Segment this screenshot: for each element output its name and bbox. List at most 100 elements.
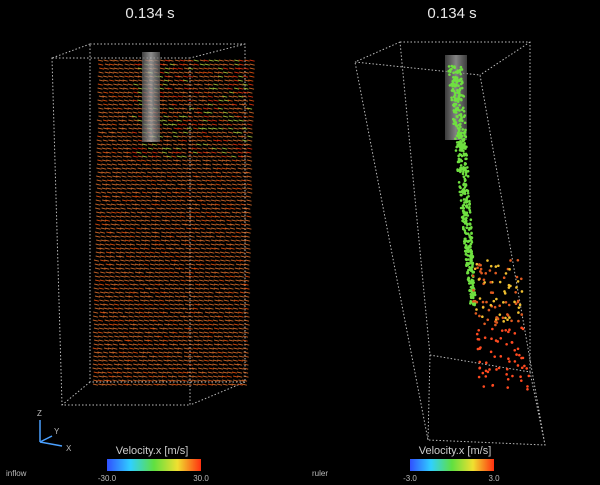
vector bbox=[183, 343, 189, 346]
vector bbox=[198, 99, 204, 102]
vector bbox=[229, 275, 235, 278]
vector bbox=[241, 195, 247, 198]
vector bbox=[175, 231, 181, 234]
vector bbox=[172, 343, 179, 346]
vector bbox=[227, 367, 233, 370]
vector bbox=[176, 203, 182, 206]
particle bbox=[502, 276, 506, 280]
vector bbox=[135, 207, 141, 210]
vector bbox=[163, 95, 169, 98]
vector bbox=[107, 343, 113, 346]
vector bbox=[93, 335, 99, 338]
vector bbox=[238, 335, 244, 338]
vector bbox=[186, 203, 192, 206]
vector bbox=[213, 331, 219, 334]
vector bbox=[136, 211, 142, 214]
vector bbox=[228, 327, 234, 330]
vector bbox=[117, 311, 124, 314]
vector bbox=[187, 327, 193, 330]
vector bbox=[131, 179, 137, 182]
vector bbox=[204, 243, 211, 246]
particle bbox=[520, 379, 523, 382]
vector bbox=[229, 271, 235, 274]
vector bbox=[220, 187, 227, 190]
particle bbox=[460, 93, 463, 97]
vector bbox=[101, 131, 107, 134]
vector bbox=[168, 351, 174, 354]
vector bbox=[135, 251, 141, 254]
vector bbox=[232, 103, 238, 106]
vector bbox=[108, 91, 115, 94]
vector bbox=[108, 87, 114, 90]
vector bbox=[178, 107, 184, 110]
vector bbox=[153, 375, 159, 378]
vector bbox=[149, 271, 155, 274]
vector bbox=[230, 239, 236, 242]
particle bbox=[458, 103, 461, 107]
vector bbox=[182, 123, 188, 126]
vector bbox=[120, 259, 126, 262]
vector bbox=[217, 107, 223, 110]
vector bbox=[176, 171, 182, 174]
vector bbox=[164, 299, 171, 302]
vector bbox=[234, 319, 240, 322]
vector bbox=[132, 151, 138, 154]
vector bbox=[242, 103, 248, 106]
particle bbox=[449, 68, 452, 72]
vector bbox=[103, 103, 109, 106]
panel-right: 0.134 s Velocity.x [m/s] -3.0 3.0 ruler bbox=[312, 5, 546, 483]
vector bbox=[194, 283, 201, 286]
vector bbox=[228, 339, 235, 342]
vector bbox=[172, 67, 179, 70]
vector bbox=[95, 235, 101, 238]
vector bbox=[95, 243, 101, 246]
vector bbox=[207, 383, 213, 386]
vector bbox=[129, 311, 135, 314]
vector bbox=[152, 379, 158, 382]
vector bbox=[177, 347, 183, 350]
vector bbox=[242, 371, 249, 374]
vector bbox=[133, 307, 140, 310]
vector bbox=[97, 371, 103, 374]
vector bbox=[112, 379, 118, 382]
vector bbox=[127, 379, 133, 382]
particle bbox=[459, 158, 462, 161]
vector bbox=[227, 359, 233, 362]
particle bbox=[452, 89, 456, 93]
vector bbox=[112, 95, 118, 98]
vector bbox=[127, 107, 133, 110]
vector bbox=[248, 87, 255, 90]
vector bbox=[161, 211, 167, 214]
vector bbox=[182, 99, 188, 102]
vector bbox=[195, 287, 201, 290]
vector bbox=[107, 367, 113, 370]
vector bbox=[244, 287, 250, 290]
vector bbox=[181, 179, 188, 182]
vector bbox=[182, 375, 188, 378]
vector bbox=[249, 71, 255, 74]
vector bbox=[247, 139, 253, 142]
vector bbox=[237, 363, 243, 366]
vector bbox=[113, 59, 119, 62]
vector bbox=[172, 323, 178, 326]
vector bbox=[221, 207, 227, 210]
vector bbox=[222, 347, 228, 350]
vector bbox=[144, 259, 151, 262]
vector bbox=[111, 127, 118, 130]
colorbar-min: -3.0 bbox=[403, 474, 417, 483]
vector bbox=[238, 307, 244, 310]
vector bbox=[102, 139, 108, 142]
vector bbox=[166, 135, 172, 138]
vector bbox=[194, 71, 200, 74]
vector bbox=[246, 203, 252, 206]
vector bbox=[209, 251, 215, 254]
vector bbox=[212, 143, 218, 146]
particle bbox=[505, 342, 508, 346]
vector bbox=[187, 119, 193, 122]
vector bbox=[120, 247, 126, 250]
vector bbox=[213, 343, 219, 346]
vector bbox=[102, 115, 109, 118]
vector bbox=[139, 307, 145, 310]
vector bbox=[186, 111, 193, 114]
vector bbox=[181, 203, 188, 206]
